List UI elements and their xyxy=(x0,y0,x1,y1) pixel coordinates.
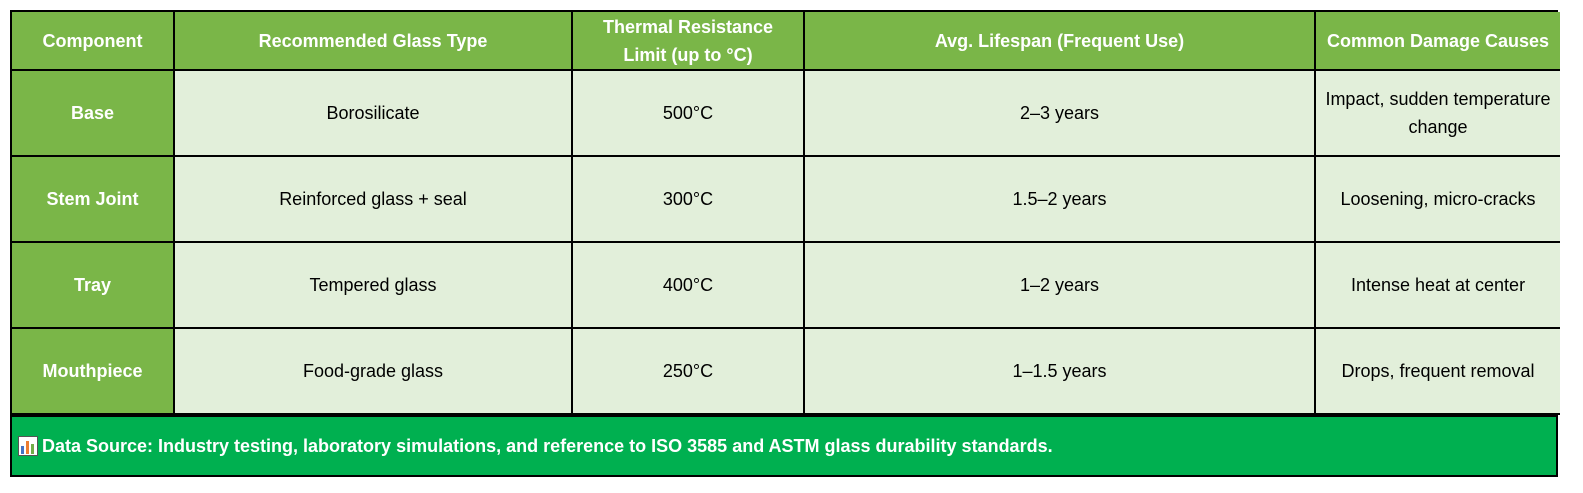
table-cell: 500°C xyxy=(571,69,805,157)
table-cell: 1–1.5 years xyxy=(803,327,1316,415)
table-cell: Intense heat at center xyxy=(1314,241,1560,329)
header-cell: Component xyxy=(12,12,175,71)
table-cell: 2–3 years xyxy=(803,69,1316,157)
table-container: Component Recommended Glass Type Thermal R… xyxy=(10,10,1560,477)
table-cell: 300°C xyxy=(571,155,805,243)
table-row: Base Borosilicate 500°C 2–3 years Impact, su… xyxy=(12,69,1560,157)
table-cell: Reinforced glass + seal xyxy=(173,155,573,243)
table-cell: 1.5–2 years xyxy=(803,155,1316,243)
row-label: Tray xyxy=(12,241,175,329)
table-cell: Impact, sudden temperature change xyxy=(1314,69,1560,157)
table-cell: Borosilicate xyxy=(173,69,573,157)
table-cell: 400°C xyxy=(571,241,805,329)
footer-text: Data Source: Industry testing, laborator… xyxy=(42,435,1053,456)
chart-icon xyxy=(18,436,38,456)
table-body: Component Recommended Glass Type Thermal R… xyxy=(12,12,1560,415)
header-cell: Common Damage Causes xyxy=(1314,12,1560,71)
row-label: Base xyxy=(12,69,175,157)
table-cell: 1–2 years xyxy=(803,241,1316,329)
row-label: Stem Joint xyxy=(12,155,175,243)
footer: Data Source: Industry testing, laborator… xyxy=(12,415,1556,475)
header-cell: Thermal Resistance Limit (up to °C) xyxy=(571,12,805,71)
table-cell: Food-grade glass xyxy=(173,327,573,415)
row-label: Mouthpiece xyxy=(12,327,175,415)
table-row: Mouthpiece Food-grade glass 250°C 1–1.5 yea… xyxy=(12,327,1560,415)
table-cell: 250°C xyxy=(571,327,805,415)
table-cell: Loosening, micro-cracks xyxy=(1314,155,1560,243)
table-row: Stem Joint Reinforced glass + seal 300°C 1.… xyxy=(12,155,1560,243)
table-cell: Drops, frequent removal xyxy=(1314,327,1560,415)
header-cell: Recommended Glass Type xyxy=(173,12,573,71)
header-row: Component Recommended Glass Type Thermal R… xyxy=(12,12,1560,71)
table-row: Tray Tempered glass 400°C 1–2 years Intense … xyxy=(12,241,1560,329)
table: Component Recommended Glass Type Thermal R… xyxy=(12,12,1560,415)
header-cell: Avg. Lifespan (Frequent Use) xyxy=(803,12,1316,71)
table-cell: Tempered glass xyxy=(173,241,573,329)
